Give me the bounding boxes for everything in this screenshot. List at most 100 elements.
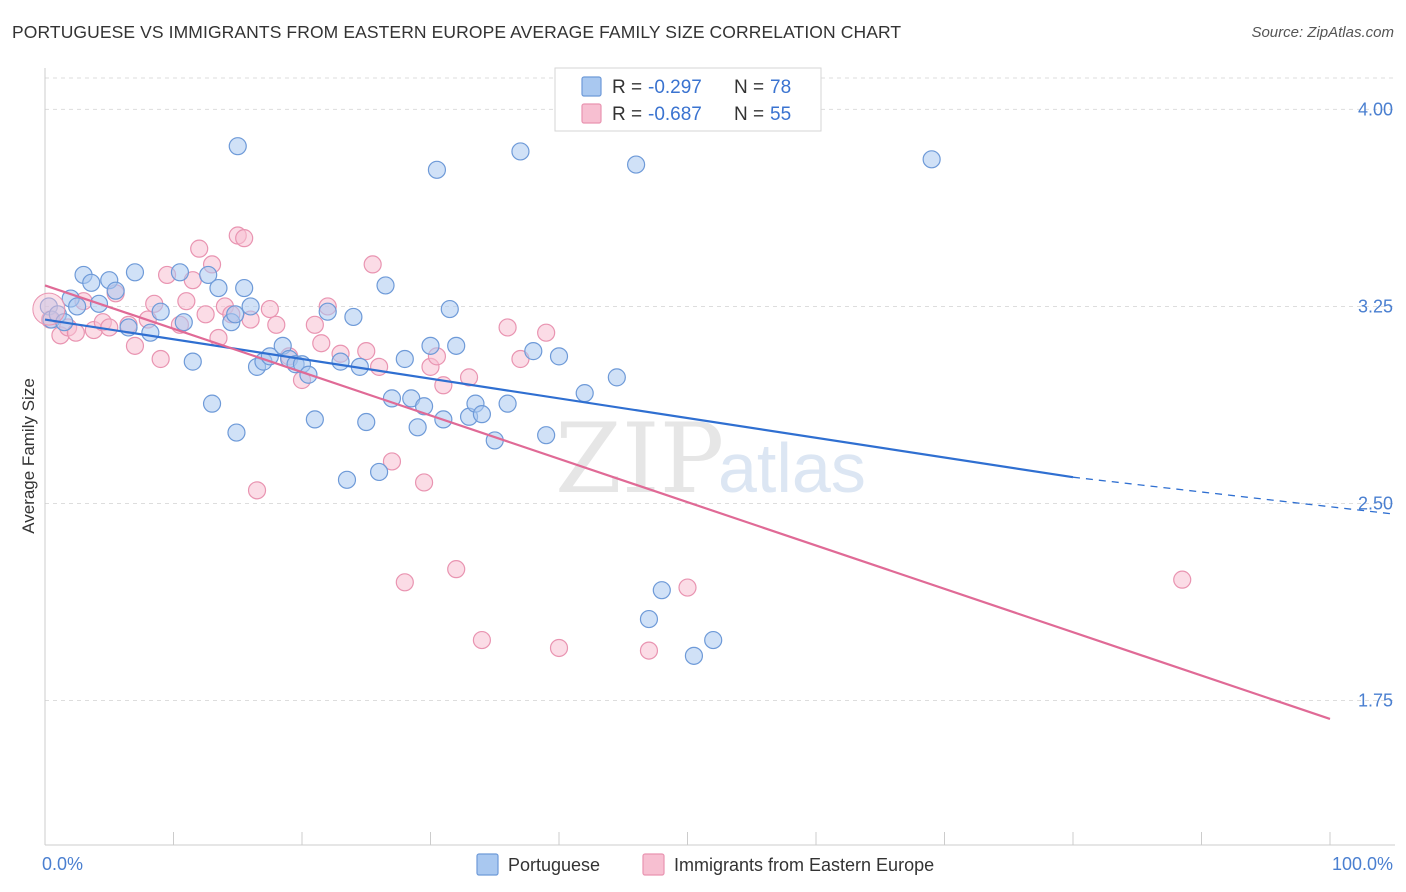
eastern-europe-point xyxy=(357,342,376,361)
eastern-europe-point xyxy=(312,334,331,353)
bottom-legend: Portuguese Immigrants from Eastern Europe xyxy=(476,853,934,876)
portuguese-point xyxy=(235,278,254,298)
portuguese-point xyxy=(511,142,530,161)
legend-r-label: R = xyxy=(612,104,642,125)
portuguese-point xyxy=(318,302,337,321)
eastern-europe-point xyxy=(235,229,254,248)
portuguese-point xyxy=(639,609,659,629)
eastern-europe-point xyxy=(151,349,170,369)
data-points xyxy=(32,137,1192,665)
portuguese-point xyxy=(472,405,491,424)
eastern-europe-point xyxy=(267,315,286,334)
portuguese-point xyxy=(421,336,440,355)
portuguese-point xyxy=(125,263,145,282)
legend-swatch xyxy=(581,76,602,97)
eastern-europe-point xyxy=(382,452,402,471)
eastern-europe-point xyxy=(639,641,659,660)
portuguese-point xyxy=(626,155,646,174)
eastern-europe-point xyxy=(247,481,267,500)
eastern-europe-point xyxy=(196,305,215,324)
eastern-europe-point xyxy=(459,368,479,387)
portuguese-point xyxy=(498,394,517,413)
eastern-europe-point xyxy=(537,323,556,342)
y-axis-label: Average Family Size xyxy=(19,378,38,534)
portuguese-point xyxy=(228,137,247,156)
portuguese-point xyxy=(227,423,246,442)
legend-swatch xyxy=(581,103,602,124)
bottom-legend-label-portuguese: Portuguese xyxy=(508,855,600,875)
portuguese-point xyxy=(524,342,543,361)
portuguese-point xyxy=(427,160,447,179)
portuguese-point xyxy=(370,462,389,482)
eastern-europe-point xyxy=(414,473,434,492)
legend-n-value: 78 xyxy=(770,77,791,98)
trend-lines xyxy=(44,284,1394,720)
portuguese-point xyxy=(414,397,434,416)
eastern-europe-point xyxy=(498,318,517,337)
eastern-europe-point xyxy=(678,578,697,597)
eastern-europe-point xyxy=(472,630,491,650)
portuguese-point xyxy=(68,297,87,316)
legend-box: R = -0.297 N = 78 R = -0.687 N = 55 xyxy=(554,67,822,132)
portuguese-trend-extension xyxy=(1072,476,1394,515)
portuguese-point xyxy=(337,470,357,489)
bottom-legend-swatch-eastern-europe xyxy=(642,853,665,876)
portuguese-point xyxy=(922,150,941,169)
portuguese-trend-line xyxy=(44,318,1074,479)
portuguese-point xyxy=(382,389,402,408)
bottom-legend-label-eastern-europe: Immigrants from Eastern Europe xyxy=(674,855,934,875)
watermark: ZIP atlas xyxy=(555,403,866,515)
portuguese-point xyxy=(202,394,222,413)
portuguese-point xyxy=(199,265,218,285)
grid-lines xyxy=(45,77,1395,702)
portuguese-point xyxy=(151,302,170,321)
eastern-europe-point xyxy=(363,255,382,274)
portuguese-point xyxy=(549,347,569,366)
y-tick-labels: 1.75 2.50 3.25 4.00 xyxy=(1358,99,1393,710)
bottom-legend-swatch-portuguese xyxy=(476,853,499,876)
portuguese-point xyxy=(440,299,459,319)
portuguese-point xyxy=(376,276,395,295)
eastern-europe-point xyxy=(260,299,279,319)
source-label: Source: ZipAtlas.com xyxy=(1251,24,1394,41)
portuguese-point xyxy=(170,263,190,282)
axes xyxy=(44,68,1395,846)
portuguese-point xyxy=(395,349,414,369)
portuguese-point xyxy=(183,352,202,371)
eastern-europe-point xyxy=(549,638,569,658)
legend-n-value: 55 xyxy=(770,104,791,125)
watermark-zip: ZIP xyxy=(555,403,724,515)
x-tick-label-min: 0.0% xyxy=(42,854,83,874)
portuguese-point xyxy=(305,410,324,429)
y-tick-label: 3.25 xyxy=(1358,296,1393,316)
chart-title: PORTUGUESE VS IMMIGRANTS FROM EASTERN EU… xyxy=(12,22,902,42)
y-tick-label: 2.50 xyxy=(1358,493,1393,513)
eastern-europe-cluster-point xyxy=(32,292,66,326)
portuguese-point xyxy=(684,646,704,665)
eastern-europe-point xyxy=(190,239,209,258)
eastern-europe-point xyxy=(177,292,196,311)
portuguese-point xyxy=(652,581,671,600)
eastern-europe-point xyxy=(447,560,466,579)
eastern-europe-point xyxy=(395,573,414,592)
y-tick-label: 4.00 xyxy=(1358,99,1393,119)
portuguese-point xyxy=(174,313,193,332)
legend-n-label: N = xyxy=(734,77,764,98)
portuguese-point xyxy=(82,273,101,292)
portuguese-point xyxy=(607,368,626,387)
portuguese-point xyxy=(331,352,350,371)
portuguese-point xyxy=(537,426,556,445)
portuguese-point xyxy=(704,630,723,650)
eastern-europe-trend-line xyxy=(44,284,1331,720)
portuguese-point xyxy=(241,297,260,316)
legend-n-label: N = xyxy=(734,104,764,125)
legend-r-label: R = xyxy=(612,77,642,98)
portuguese-point xyxy=(209,278,228,298)
portuguese-point xyxy=(226,305,245,324)
portuguese-point xyxy=(357,412,376,432)
portuguese-point xyxy=(447,336,466,355)
x-tick-labels: 0.0% 100.0% xyxy=(42,854,1393,874)
portuguese-point xyxy=(106,281,125,300)
portuguese-point xyxy=(575,384,594,403)
